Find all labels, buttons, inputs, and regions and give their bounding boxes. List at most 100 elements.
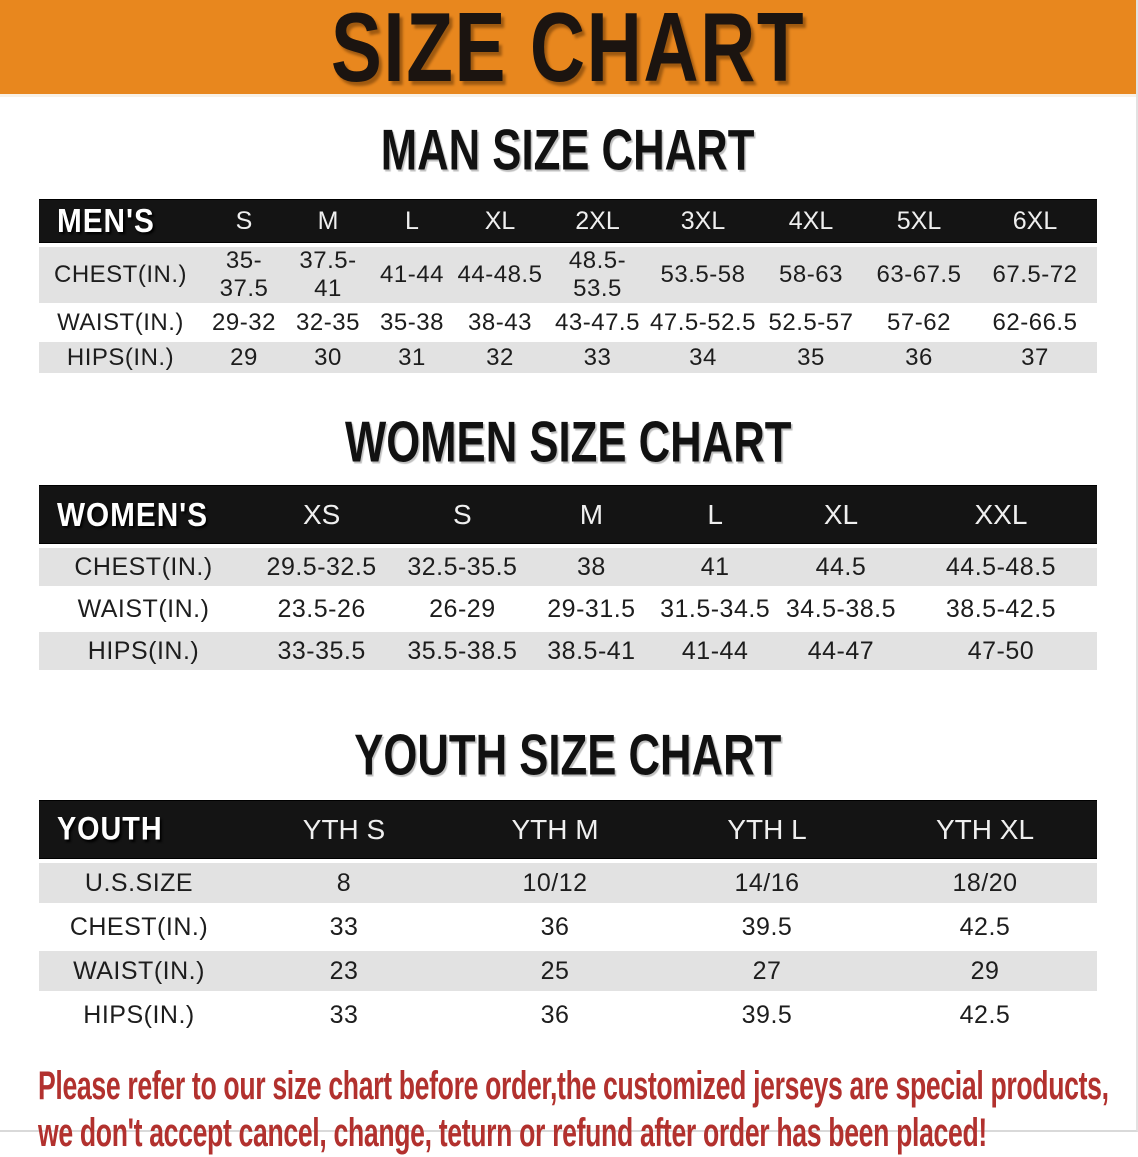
women-table-header-label: WOMEN'S	[39, 485, 249, 544]
size-column-header: YTH L	[661, 800, 873, 859]
women-section-title-text: WOMEN SIZE CHART	[344, 409, 792, 474]
size-value-cell: 29-31.5	[529, 590, 654, 628]
size-column-header: 2XL	[546, 199, 649, 243]
row-label: HIPS(IN.)	[39, 995, 239, 1035]
women-waist-row: WAIST(IN.) 23.5-26 26-29 29-31.5 31.5-34…	[39, 590, 1097, 628]
size-column-header: YTH M	[449, 800, 661, 859]
men-table-header-row: MEN'S S M L XL 2XL 3XL 4XL 5XL 6XL	[39, 199, 1097, 243]
size-value-cell: 58-63	[757, 247, 865, 303]
size-column-header: 3XL	[649, 199, 757, 243]
size-value-cell: 53.5-58	[649, 247, 757, 303]
size-value-cell: 31	[370, 342, 454, 373]
size-value-cell: 44-48.5	[454, 247, 546, 303]
youth-hips-row: HIPS(IN.) 33 36 39.5 42.5	[39, 995, 1097, 1035]
size-value-cell: 10/12	[449, 863, 661, 903]
size-column-header: 6XL	[973, 199, 1097, 243]
row-label: CHEST(IN.)	[39, 548, 249, 586]
size-value-cell: 38	[529, 548, 654, 586]
youth-size-table: YOUTH YTH S YTH M YTH L YTH XL U.S.SIZE …	[39, 796, 1097, 1039]
size-column-header: XL	[454, 199, 546, 243]
row-label: WAIST(IN.)	[39, 307, 202, 338]
men-hips-row: HIPS(IN.) 29 30 31 32 33 34 35 36 37	[39, 342, 1097, 373]
row-label: CHEST(IN.)	[39, 907, 239, 947]
size-value-cell: 38-43	[454, 307, 546, 338]
size-value-cell: 32	[454, 342, 546, 373]
size-value-cell: 39.5	[661, 907, 873, 947]
size-value-cell: 37.5-41	[286, 247, 370, 303]
size-value-cell: 41-44	[653, 632, 777, 670]
size-value-cell: 32-35	[286, 307, 370, 338]
size-column-header: 4XL	[757, 199, 865, 243]
size-column-header: XXL	[904, 485, 1097, 544]
disclaimer-line-2: we don't accept cancel, change, teturn o…	[38, 1111, 987, 1155]
size-value-cell: 36	[449, 995, 661, 1035]
size-column-header: 5XL	[865, 199, 973, 243]
youth-section-title-text: YOUTH SIZE CHART	[354, 722, 782, 787]
size-value-cell: 33-35.5	[248, 632, 396, 670]
women-chest-row: CHEST(IN.) 29.5-32.5 32.5-35.5 38 41 44.…	[39, 548, 1097, 586]
size-value-cell: 29	[873, 951, 1097, 991]
size-column-header: YTH S	[239, 800, 449, 859]
row-label: WAIST(IN.)	[39, 951, 239, 991]
size-value-cell: 14/16	[661, 863, 873, 903]
row-label: WAIST(IN.)	[39, 590, 249, 628]
size-value-cell: 38.5-42.5	[904, 590, 1097, 628]
size-value-cell: 27	[661, 951, 873, 991]
size-value-cell: 43-47.5	[546, 307, 649, 338]
size-value-cell: 18/20	[873, 863, 1097, 903]
size-value-cell: 36	[449, 907, 661, 947]
disclaimer-note: Please refer to our size chart before or…	[0, 1063, 1136, 1157]
size-value-cell: 63-67.5	[865, 247, 973, 303]
disclaimer-line-1: Please refer to our size chart before or…	[38, 1064, 1109, 1108]
row-label: HIPS(IN.)	[39, 342, 202, 373]
size-value-cell: 41	[653, 548, 777, 586]
size-value-cell: 23.5-26	[248, 590, 396, 628]
women-table-header-row: WOMEN'S XS S M L XL XXL	[39, 485, 1097, 544]
men-chest-row: CHEST(IN.) 35-37.5 37.5-41 41-44 44-48.5…	[39, 247, 1097, 303]
men-table-header-label: MEN'S	[39, 199, 202, 243]
size-column-header: M	[529, 485, 654, 544]
size-value-cell: 30	[286, 342, 370, 373]
size-column-header: XS	[248, 485, 396, 544]
size-value-cell: 39.5	[661, 995, 873, 1035]
youth-table-header-label: YOUTH	[39, 800, 239, 859]
size-value-cell: 33	[239, 907, 449, 947]
men-size-table: MEN'S S M L XL 2XL 3XL 4XL 5XL 6XL CHEST…	[39, 195, 1097, 377]
size-column-header: L	[370, 199, 454, 243]
youth-ussize-row: U.S.SIZE 8 10/12 14/16 18/20	[39, 863, 1097, 903]
size-value-cell: 47.5-52.5	[649, 307, 757, 338]
size-value-cell: 44.5	[776, 548, 905, 586]
youth-waist-row: WAIST(IN.) 23 25 27 29	[39, 951, 1097, 991]
youth-chest-row: CHEST(IN.) 33 36 39.5 42.5	[39, 907, 1097, 947]
size-value-cell: 38.5-41	[529, 632, 654, 670]
size-chart-banner: SIZE CHART	[0, 0, 1136, 97]
size-column-header: S	[395, 485, 530, 544]
youth-table-header-row: YOUTH YTH S YTH M YTH L YTH XL	[39, 800, 1097, 859]
size-value-cell: 37	[973, 342, 1097, 373]
size-value-cell: 41-44	[370, 247, 454, 303]
women-section-title: WOMEN SIZE CHART	[0, 409, 1136, 474]
size-value-cell: 35-37.5	[202, 247, 286, 303]
size-value-cell: 48.5-53.5	[546, 247, 649, 303]
size-value-cell: 31.5-34.5	[653, 590, 777, 628]
size-value-cell: 32.5-35.5	[395, 548, 530, 586]
size-value-cell: 62-66.5	[973, 307, 1097, 338]
banner-title: SIZE CHART	[330, 0, 806, 102]
men-waist-row: WAIST(IN.) 29-32 32-35 35-38 38-43 43-47…	[39, 307, 1097, 338]
size-value-cell: 35	[757, 342, 865, 373]
size-value-cell: 44-47	[776, 632, 905, 670]
men-section-title: MAN SIZE CHART	[0, 120, 1136, 179]
size-value-cell: 35-38	[370, 307, 454, 338]
size-column-header: M	[286, 199, 370, 243]
size-value-cell: 34.5-38.5	[776, 590, 905, 628]
row-label: HIPS(IN.)	[39, 632, 249, 670]
size-value-cell: 44.5-48.5	[904, 548, 1097, 586]
row-label: CHEST(IN.)	[39, 247, 202, 303]
size-value-cell: 26-29	[395, 590, 530, 628]
row-label: U.S.SIZE	[39, 863, 239, 903]
size-value-cell: 35.5-38.5	[395, 632, 530, 670]
size-value-cell: 29	[202, 342, 286, 373]
size-value-cell: 8	[239, 863, 449, 903]
size-value-cell: 23	[239, 951, 449, 991]
size-value-cell: 33	[546, 342, 649, 373]
